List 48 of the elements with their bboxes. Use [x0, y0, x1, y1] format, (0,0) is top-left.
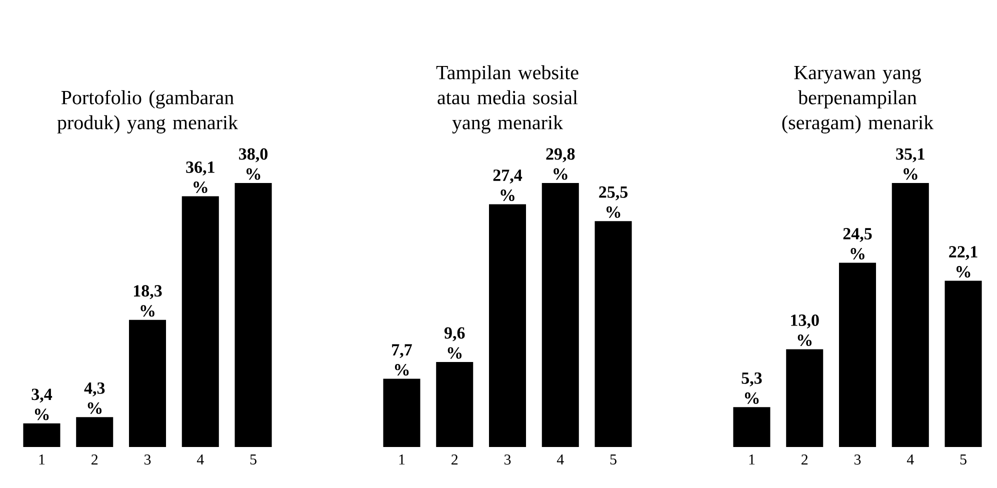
chart-title: Karyawan yang berpenampilan (seragam) menarik [782, 66, 934, 134]
bar [733, 407, 770, 447]
bar [182, 196, 219, 447]
data-label: 36,1 % [186, 162, 214, 193]
x-tick-label: 4 [556, 454, 564, 464]
data-label: 25,5 % [599, 186, 628, 218]
bar [542, 183, 579, 447]
data-label: 13,0 % [791, 314, 819, 346]
bar [944, 280, 982, 447]
data-label: 4,3 % [84, 382, 105, 414]
data-label: 24,5 % [843, 228, 872, 260]
data-label: 29,8 % [546, 148, 575, 180]
data-label: 7,7 % [392, 344, 412, 376]
bar [76, 417, 114, 447]
chart-title: Tampilan website atau media sosial yang menarik [436, 65, 578, 134]
x-tick-label: 3 [504, 454, 511, 465]
x-tick-label: 3 [144, 454, 151, 465]
x-tick-label: 3 [854, 454, 861, 465]
x-tick-label: 2 [802, 454, 808, 464]
bar [892, 183, 929, 447]
x-tick-label: 1 [749, 454, 755, 464]
x-tick-label: 2 [452, 454, 458, 464]
x-tick-label: 4 [906, 454, 914, 464]
x-tick-label: 5 [610, 454, 616, 464]
bar [594, 221, 632, 447]
bar [23, 423, 60, 447]
bar [786, 349, 824, 447]
bar [838, 262, 876, 447]
data-label: 5,3 % [742, 372, 762, 404]
x-tick-label: 5 [250, 454, 256, 464]
data-label: 27,4 % [493, 170, 522, 202]
bar [128, 320, 166, 447]
bar [488, 204, 526, 447]
data-label: 35,1 % [896, 148, 924, 180]
x-tick-label: 4 [196, 454, 204, 464]
data-label: 3,4 % [32, 388, 52, 420]
x-tick-label: 2 [92, 454, 98, 464]
chart-title: Portofolio (gambaran produk) yang menarik [57, 90, 238, 134]
bar [383, 378, 420, 447]
x-tick-label: 5 [960, 454, 966, 464]
x-tick-label: 1 [39, 454, 45, 464]
data-label: 22,1 % [949, 246, 978, 278]
data-label: 18,3 % [134, 285, 162, 317]
data-label: 9,6 % [444, 327, 465, 359]
x-tick-label: 1 [399, 454, 405, 464]
bar [436, 362, 474, 447]
data-label: 38,0 % [239, 148, 268, 180]
bar [234, 183, 272, 447]
